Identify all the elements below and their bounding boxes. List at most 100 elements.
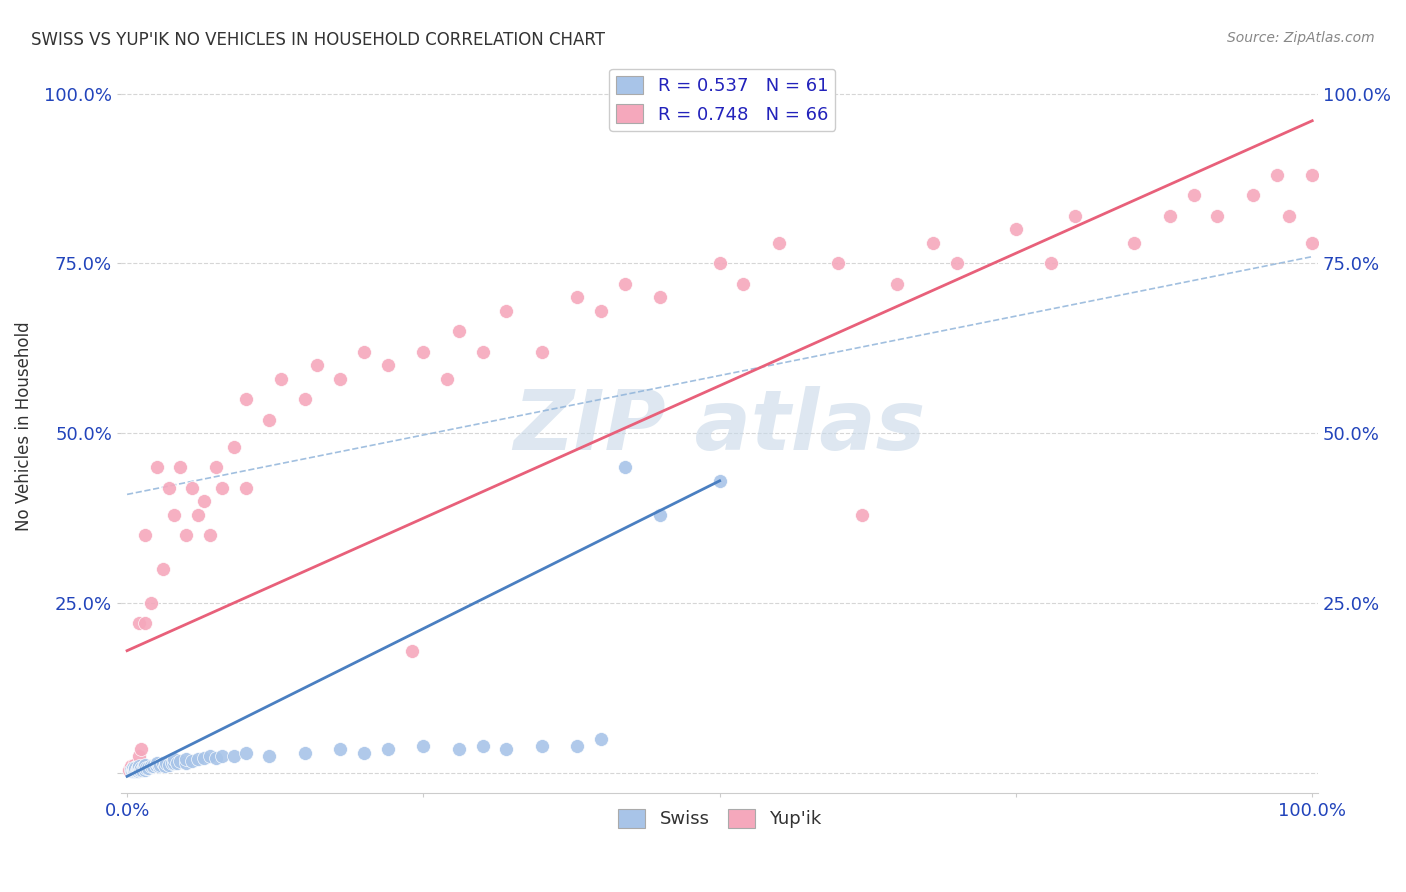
Point [471,739,494,753]
Point [139,596,162,610]
Point [122,760,145,774]
Point [163,756,186,770]
Point [127,761,149,775]
Point [124,760,146,774]
Point [120,763,142,777]
Point [709,474,731,488]
Point [235,746,257,760]
Point [134,528,156,542]
Point [270,372,292,386]
Point [128,749,150,764]
Point [128,759,150,773]
Point [134,757,156,772]
Point [1159,209,1181,223]
Point [181,481,204,495]
Point [122,763,145,777]
Point [153,759,176,773]
Point [1277,209,1299,223]
Point [768,235,790,250]
Point [886,277,908,291]
Point [132,759,155,773]
Point [1301,235,1323,250]
Point [129,742,152,756]
Point [1064,209,1087,223]
Point [139,759,162,773]
Point [120,759,142,773]
Point [128,616,150,631]
Point [121,763,143,777]
Point [294,746,316,760]
Point [145,460,167,475]
Point [152,562,174,576]
Point [157,481,180,495]
Point [1265,168,1288,182]
Point [827,256,849,270]
Point [591,731,613,746]
Point [613,460,636,475]
Point [436,372,458,386]
Point [198,528,221,542]
Point [176,528,198,542]
Point [121,764,143,778]
Point [129,761,152,775]
Point [125,759,148,773]
Point [187,752,209,766]
Point [134,763,156,777]
Point [353,746,375,760]
Point [447,742,470,756]
Point [222,749,245,764]
Point [305,359,328,373]
Point [122,764,145,778]
Legend: Swiss, Yup'ik: Swiss, Yup'ik [610,802,828,836]
Point [205,751,228,765]
Point [650,290,672,304]
Point [530,344,553,359]
Point [235,392,257,407]
Point [567,290,589,304]
Point [412,739,434,753]
Point [211,749,233,764]
Point [129,763,152,777]
Point [495,304,517,318]
Point [377,742,399,756]
Point [122,761,145,775]
Point [124,764,146,778]
Point [377,359,399,373]
Point [922,235,945,250]
Point [733,277,755,291]
Point [530,739,553,753]
Point [135,761,157,775]
Point [329,742,352,756]
Point [131,763,153,777]
Point [329,372,352,386]
Point [1005,222,1028,236]
Point [471,344,494,359]
Text: Source: ZipAtlas.com: Source: ZipAtlas.com [1227,31,1375,45]
Point [181,754,204,768]
Point [166,756,188,770]
Point [122,763,145,777]
Point [118,763,141,777]
Point [1040,256,1063,270]
Point [567,739,589,753]
Point [122,757,145,772]
Point [148,759,170,773]
Point [198,749,221,764]
Point [138,760,160,774]
Point [1123,235,1146,250]
Point [125,763,148,777]
Point [401,643,423,657]
Point [145,757,167,772]
Point [353,344,375,359]
Point [709,256,731,270]
Point [222,440,245,454]
Point [1241,188,1264,202]
Text: SWISS VS YUP'IK NO VEHICLES IN HOUSEHOLD CORRELATION CHART: SWISS VS YUP'IK NO VEHICLES IN HOUSEHOLD… [31,31,605,49]
Point [1301,168,1323,182]
Y-axis label: No Vehicles in Household: No Vehicles in Household [15,322,32,532]
Point [127,764,149,778]
Point [211,481,233,495]
Text: ZIP atlas: ZIP atlas [513,386,925,467]
Point [176,752,198,766]
Point [447,324,470,338]
